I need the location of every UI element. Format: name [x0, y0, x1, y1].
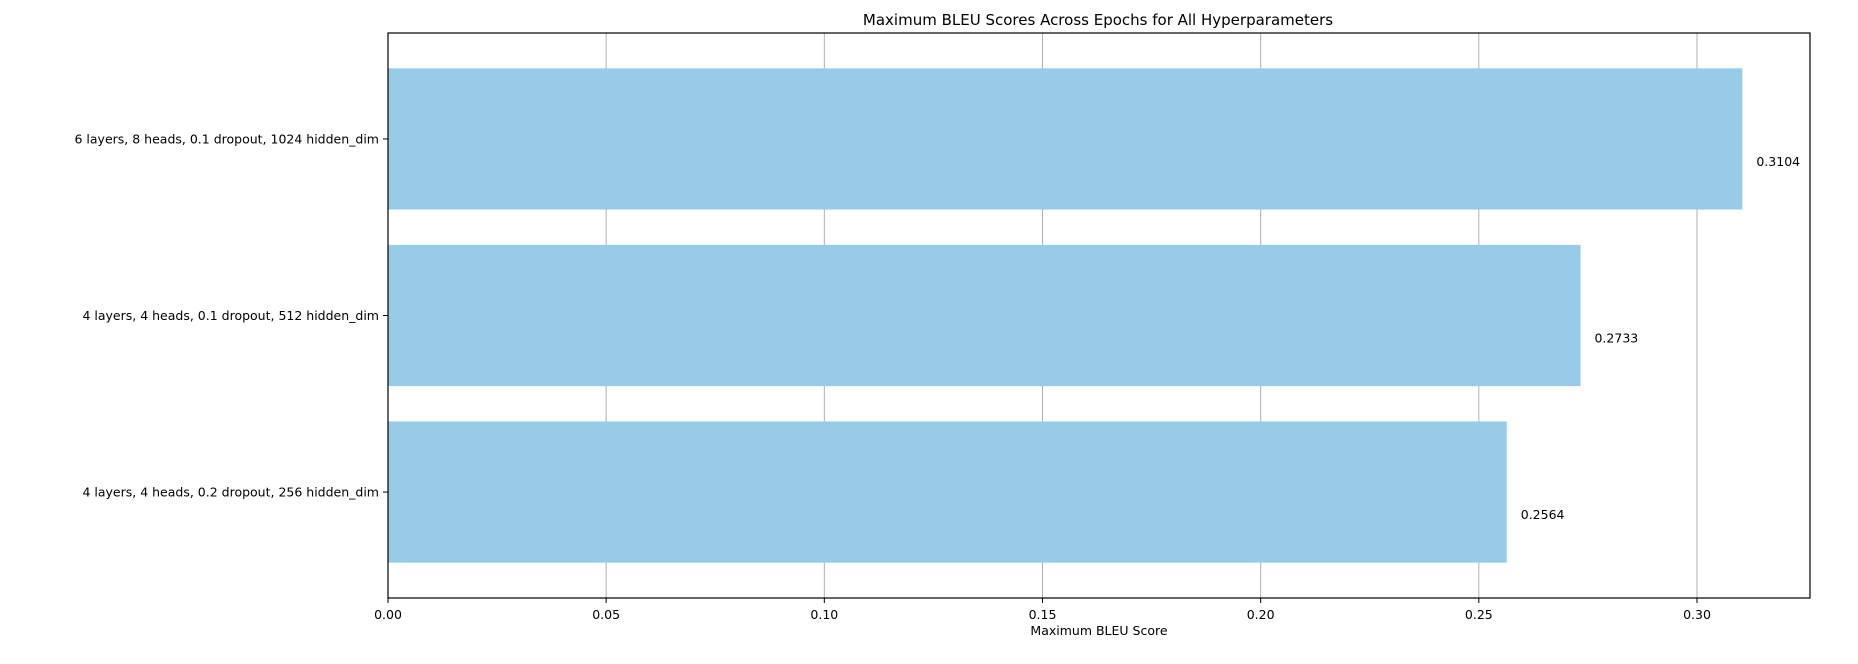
y-tick-label: 6 layers, 8 heads, 0.1 dropout, 1024 hid… — [75, 131, 380, 146]
x-axis-ticks: 0.00 0.05 0.10 0.15 0.20 0.25 0.30 — [374, 598, 1711, 622]
y-tick-label: 4 layers, 4 heads, 0.2 dropout, 256 hidd… — [82, 485, 379, 500]
x-tick-label: 0.10 — [810, 607, 838, 622]
x-tick-label: 0.20 — [1247, 607, 1275, 622]
x-axis-label: Maximum BLEU Score — [1030, 623, 1167, 638]
x-tick-label: 0.25 — [1465, 607, 1493, 622]
bar — [388, 68, 1743, 210]
bar-series — [388, 68, 1743, 563]
x-tick-label: 0.00 — [374, 607, 402, 622]
chart-title: Maximum BLEU Scores Across Epochs for Al… — [863, 11, 1333, 29]
bar-value-label: 0.3104 — [1756, 154, 1800, 169]
bar-value-labels: 0.3104 0.2733 0.2564 — [1521, 154, 1800, 522]
x-tick-label: 0.05 — [592, 607, 620, 622]
y-tick-label: 4 layers, 4 heads, 0.1 dropout, 512 hidd… — [82, 308, 379, 323]
bar-value-label: 0.2733 — [1594, 331, 1638, 346]
bar-value-label: 0.2564 — [1521, 507, 1565, 522]
x-tick-label: 0.15 — [1029, 607, 1057, 622]
x-tick-label: 0.30 — [1683, 607, 1711, 622]
bar — [388, 244, 1581, 387]
y-axis-ticks: 6 layers, 8 heads, 0.1 dropout, 1024 hid… — [75, 131, 388, 500]
bar — [388, 421, 1507, 563]
